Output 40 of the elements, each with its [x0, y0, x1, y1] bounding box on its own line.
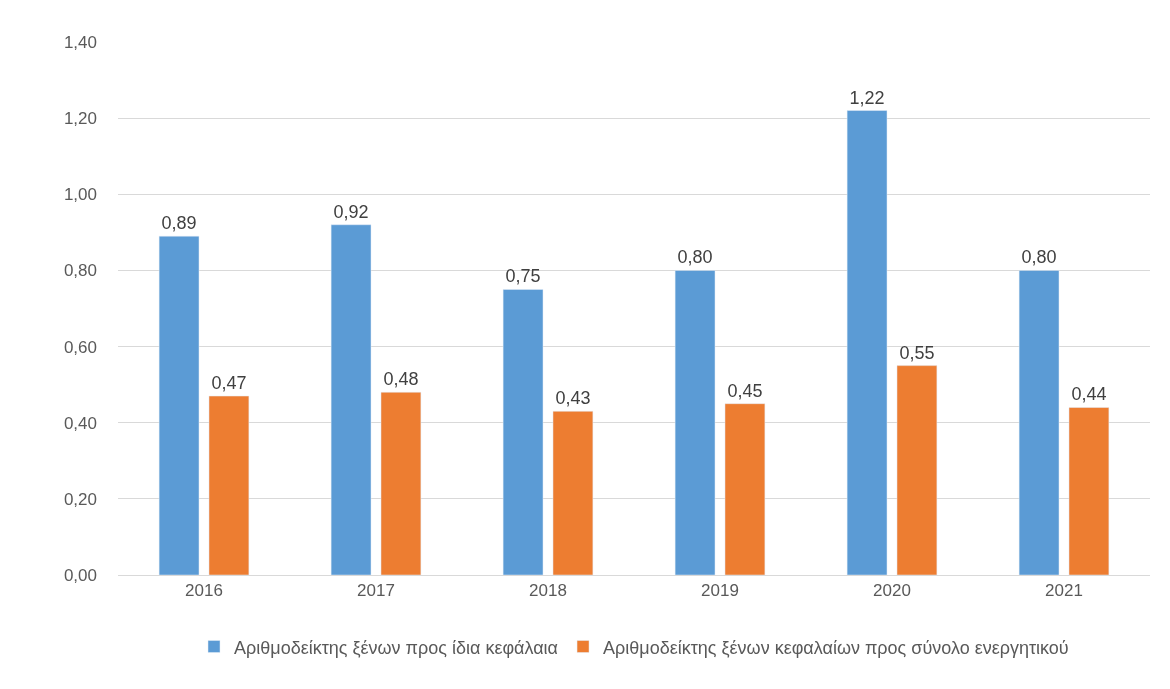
- y-tick-label: 0,60: [63, 337, 97, 357]
- data-label: 0,43: [555, 388, 591, 409]
- x-tick-label: 2016: [185, 581, 223, 601]
- x-tick-label: 2020: [873, 581, 911, 601]
- data-label: 0,55: [899, 342, 935, 363]
- x-tick-label: 2021: [1045, 581, 1083, 601]
- bar: [846, 110, 888, 575]
- y-tick-label: 0,80: [63, 261, 97, 281]
- x-tick-label: 2019: [701, 581, 739, 601]
- bar: [502, 289, 544, 575]
- y-tick-label: 1,00: [63, 185, 97, 205]
- bar: [1068, 407, 1110, 575]
- y-tick-label: 0,00: [63, 565, 97, 585]
- bar: [330, 224, 372, 575]
- legend-label: Αριθμοδείκτης ξένων κεφαλαίων προς σύνολο ενεργητικού: [603, 637, 1069, 658]
- data-label: 0,75: [505, 266, 541, 287]
- data-label: 0,92: [333, 201, 369, 222]
- bar: [158, 235, 200, 575]
- data-label: 0,80: [1021, 247, 1057, 268]
- data-label: 0,45: [727, 380, 763, 401]
- y-tick-label: 1,40: [63, 32, 97, 52]
- y-tick-label: 0,20: [63, 489, 97, 509]
- bar: [208, 395, 250, 575]
- data-label: 1,22: [849, 87, 885, 108]
- y-tick-label: 1,20: [63, 109, 97, 129]
- bar: [896, 365, 938, 575]
- x-tick-label: 2017: [357, 581, 395, 601]
- legend-label: Αριθμοδείκτης ξένων προς ίδια κεφάλαια: [234, 637, 559, 658]
- bar: [380, 392, 422, 575]
- y-tick-label: 0,40: [63, 413, 97, 433]
- bar: [724, 403, 766, 575]
- x-tick-label: 2018: [529, 581, 567, 601]
- bar: [552, 411, 594, 575]
- bar: [1018, 270, 1060, 575]
- data-label: 0,44: [1071, 384, 1107, 405]
- data-label: 0,47: [211, 373, 247, 394]
- data-label: 0,89: [161, 213, 197, 234]
- data-label: 0,80: [677, 247, 713, 268]
- data-label: 0,48: [383, 369, 419, 390]
- bar: [674, 270, 716, 575]
